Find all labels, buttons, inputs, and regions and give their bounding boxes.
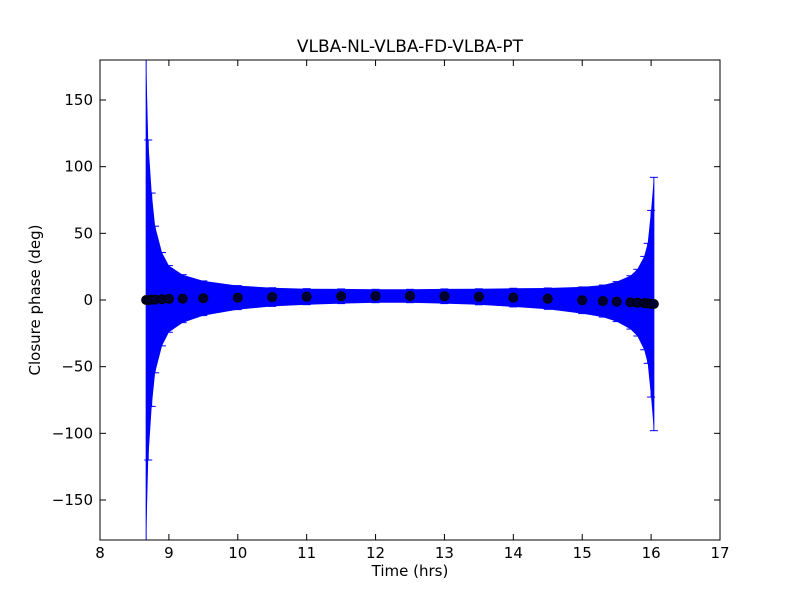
- data-point: [508, 292, 519, 303]
- y-tick-label: −50: [61, 358, 93, 376]
- data-point: [405, 291, 415, 301]
- data-point: [648, 299, 659, 309]
- data-point: [611, 296, 622, 307]
- y-tick-label: 150: [64, 91, 93, 109]
- data-point: [577, 295, 588, 306]
- x-tick-label: 14: [504, 544, 523, 562]
- x-tick-label: 11: [297, 544, 316, 562]
- y-tick-label: 100: [64, 158, 93, 176]
- x-axis-label: Time (hrs): [371, 562, 449, 580]
- data-point: [177, 293, 188, 304]
- data-point: [267, 292, 278, 303]
- data-point: [301, 291, 312, 302]
- data-point: [597, 296, 608, 307]
- x-tick-label: 12: [366, 544, 385, 562]
- y-tick-label: −100: [52, 424, 93, 442]
- x-axis: 8 9 10 11 12 13 14 15 16 17: [95, 60, 730, 562]
- chart-title: VLBA-NL-VLBA-FD-VLBA-PT: [297, 37, 524, 57]
- data-point: [473, 291, 484, 302]
- y-axis-label: Closure phase (deg): [26, 225, 44, 376]
- y-tick-label: 50: [74, 224, 93, 242]
- y-tick-label: −150: [52, 491, 93, 509]
- x-tick-label: 13: [435, 544, 454, 562]
- x-tick-label: 10: [228, 544, 247, 562]
- data-point: [439, 291, 450, 302]
- data-point: [336, 291, 347, 302]
- x-tick-label: 8: [95, 544, 105, 562]
- x-tick-label: 16: [642, 544, 661, 562]
- x-tick-label: 17: [710, 544, 729, 562]
- x-tick-label: 9: [164, 544, 174, 562]
- data-point: [163, 293, 174, 304]
- data-point: [198, 293, 209, 304]
- x-tick-label: 15: [573, 544, 592, 562]
- y-tick-label: 0: [83, 291, 93, 309]
- data-point: [232, 292, 243, 303]
- error-band: [146, 60, 654, 540]
- data-point: [370, 291, 381, 301]
- y-axis: −150 −100 −50 0 50 100 150: [52, 91, 720, 509]
- data-layer: [141, 59, 659, 541]
- data-point: [542, 293, 553, 304]
